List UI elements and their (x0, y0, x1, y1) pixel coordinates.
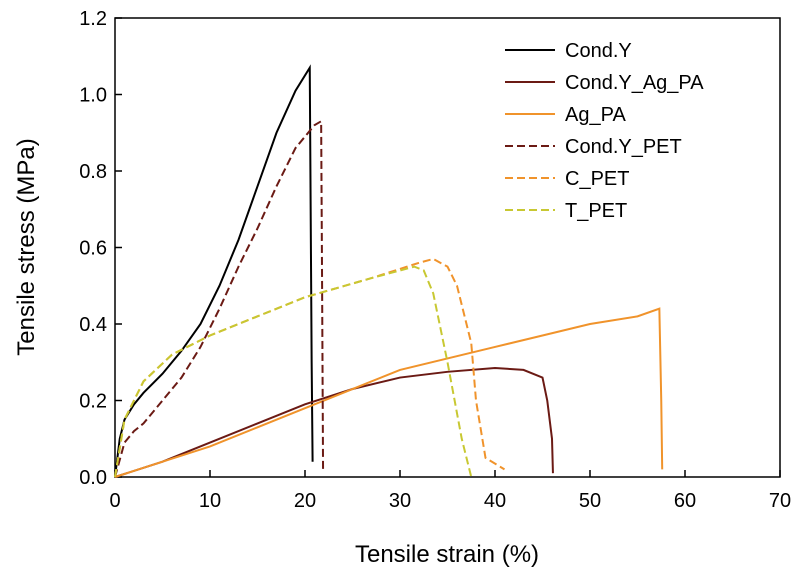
legend-label: Ag_PA (565, 104, 626, 126)
x-tick-label: 20 (294, 490, 316, 512)
x-tick-label: 40 (484, 490, 506, 512)
legend-label: Cond.Y_Ag_PA (565, 72, 704, 94)
x-tick-label: 50 (579, 490, 601, 512)
x-axis-label: Tensile strain (%) (355, 541, 539, 568)
y-tick-label: 0.6 (79, 238, 107, 260)
x-tick-label: 0 (109, 490, 120, 512)
x-tick-label: 10 (199, 490, 221, 512)
series-line (114, 119, 325, 478)
y-tick-label: 0.2 (79, 391, 107, 413)
series-line (114, 64, 314, 478)
y-tick-label: 0.4 (79, 314, 107, 336)
x-tick-label: 60 (674, 490, 696, 512)
series-line (114, 257, 506, 478)
y-tick-label: 0.8 (79, 161, 107, 183)
legend-label: T_PET (565, 200, 627, 222)
y-axis-label: Tensile stress (MPa) (13, 138, 40, 355)
series-line (114, 366, 554, 478)
y-tick-label: 0.0 (79, 467, 107, 489)
series-line (114, 307, 664, 478)
legend-label: Cond.Y (565, 40, 632, 62)
legend-label: C_PET (565, 168, 629, 190)
series-line (114, 265, 473, 478)
x-tick-label: 70 (769, 490, 791, 512)
x-tick-label: 30 (389, 490, 411, 512)
y-tick-label: 1.0 (79, 85, 107, 107)
y-tick-label: 1.2 (79, 8, 107, 30)
legend-label: Cond.Y_PET (565, 136, 682, 158)
